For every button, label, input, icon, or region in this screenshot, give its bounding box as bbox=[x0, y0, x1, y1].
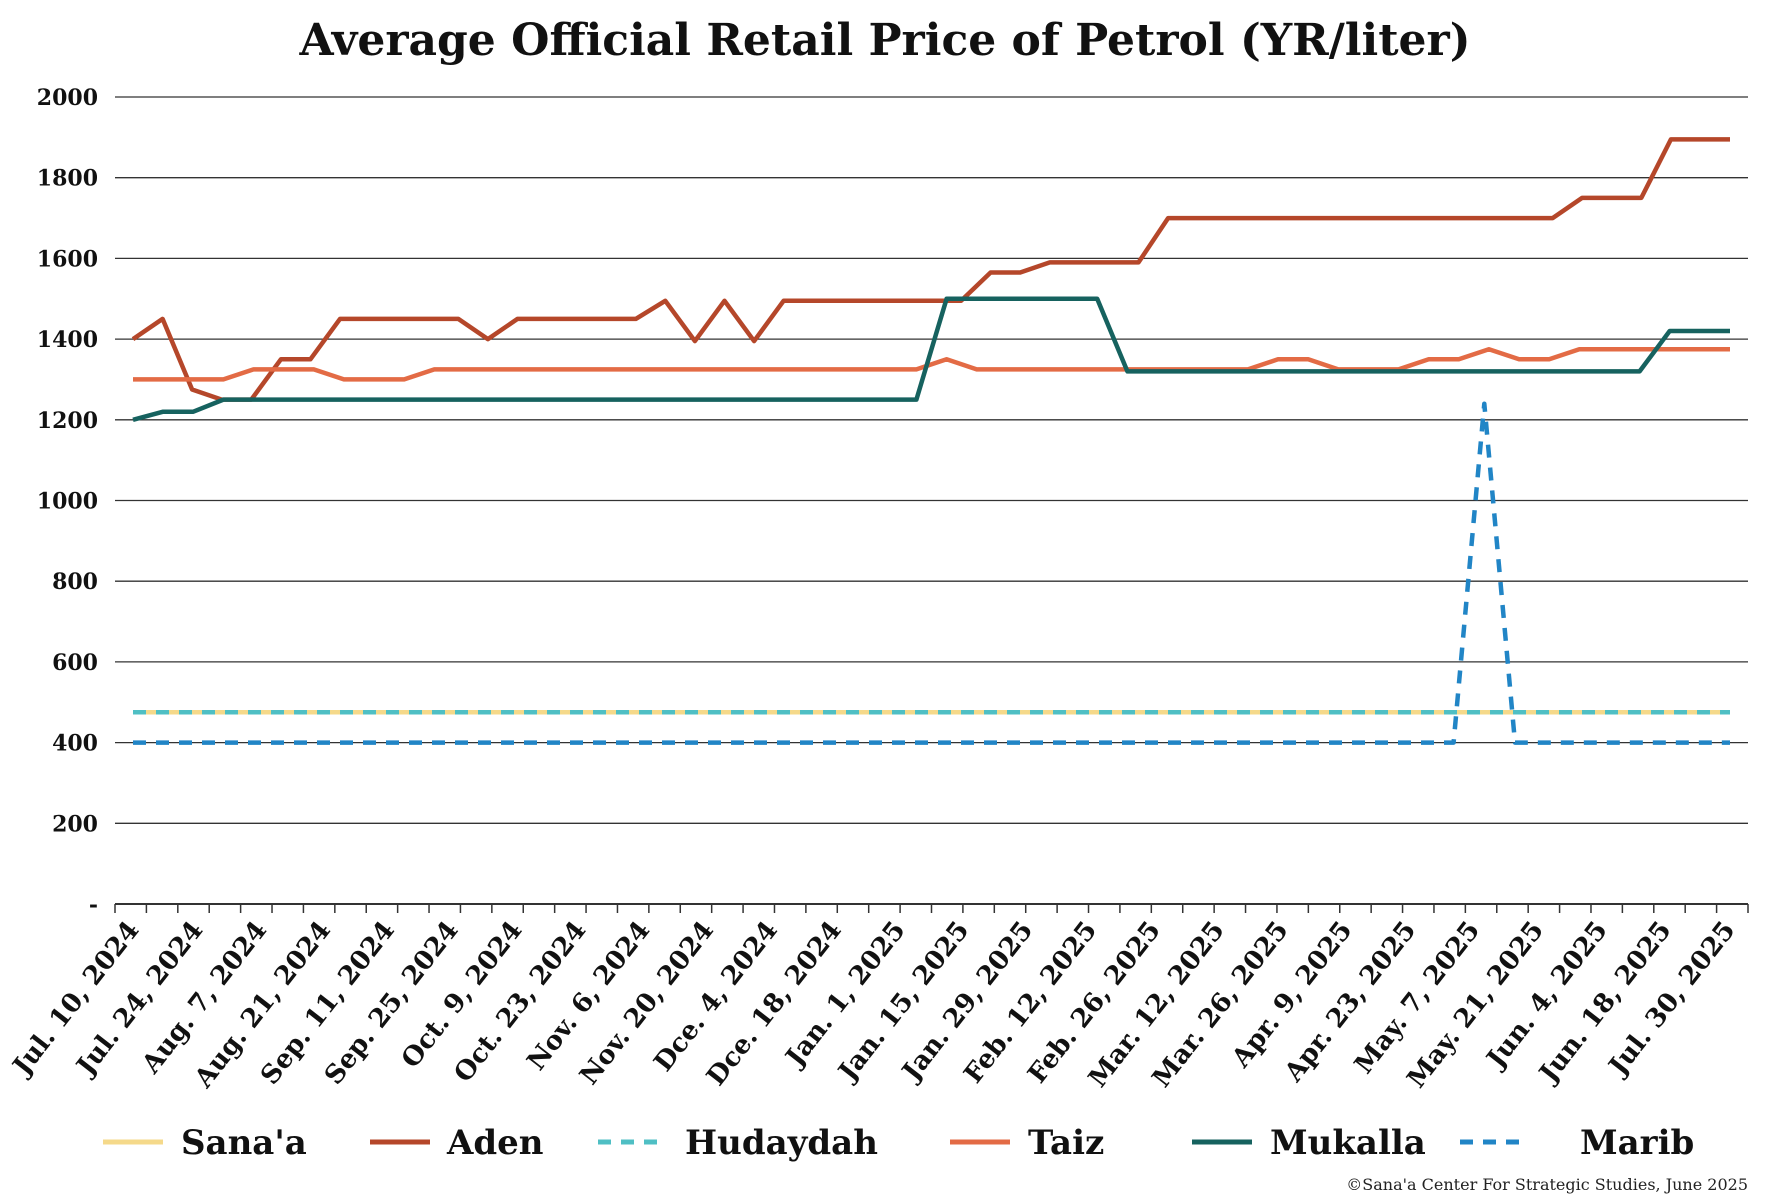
y-tick-label: 800 bbox=[52, 569, 98, 595]
legend-label: Sana'a bbox=[181, 1123, 307, 1163]
y-tick-label: 600 bbox=[52, 650, 98, 676]
y-tick-label: 2000 bbox=[37, 85, 98, 111]
y-tick-label: 400 bbox=[52, 731, 98, 757]
legend-label: Mukalla bbox=[1270, 1123, 1426, 1163]
series-line-aden bbox=[131, 137, 1730, 402]
y-axis-ticks: - 200 400 600 800 1000 1200 1400 1600 1800 2000 bbox=[37, 85, 98, 918]
legend-label: Taiz bbox=[1028, 1123, 1104, 1163]
series-line-mukalla bbox=[132, 296, 1730, 422]
series-line-marib bbox=[133, 401, 1730, 745]
chart-title: Average Official Retail Price of Petrol … bbox=[298, 15, 1470, 66]
y-tick-label: 1200 bbox=[37, 408, 98, 434]
legend: Sana'a Aden Hudaydah Taiz Mukalla Marib bbox=[103, 1123, 1694, 1163]
y-tick-label: 1800 bbox=[37, 166, 98, 192]
y-tick-label: 1000 bbox=[37, 489, 98, 515]
series-line-taiz bbox=[133, 346, 1730, 382]
legend-label: Hudaydah bbox=[685, 1123, 878, 1163]
legend-label: Aden bbox=[446, 1123, 544, 1163]
series-lines bbox=[131, 137, 1730, 745]
y-tick-label: - bbox=[89, 892, 98, 918]
y-tick-label: 200 bbox=[52, 811, 98, 837]
source-credit: ©Sana'a Center For Strategic Studies, Ju… bbox=[1346, 1175, 1748, 1194]
y-tick-label: 1600 bbox=[37, 246, 98, 272]
y-tick-label: 1400 bbox=[37, 327, 98, 353]
legend-label: Marib bbox=[1580, 1123, 1694, 1163]
